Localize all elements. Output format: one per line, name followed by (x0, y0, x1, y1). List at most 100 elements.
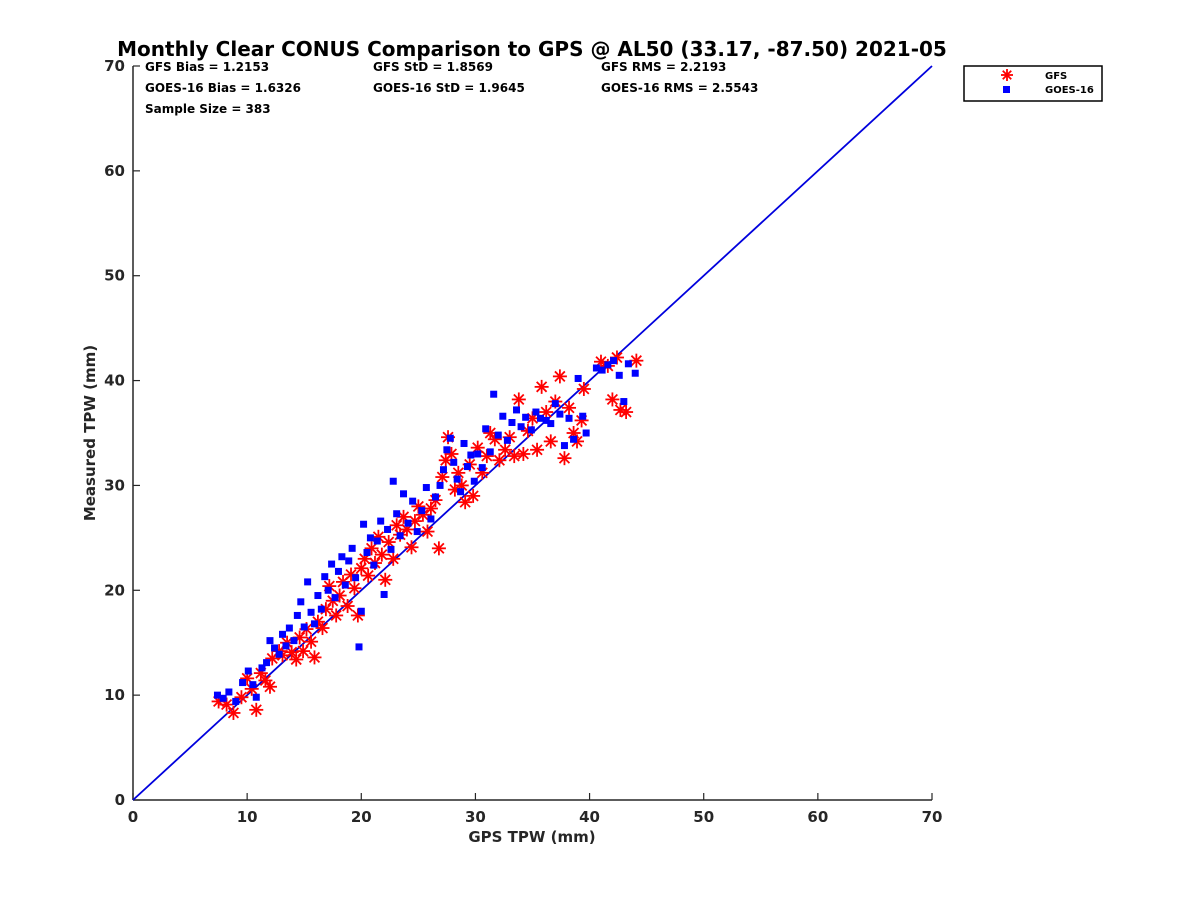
goes16-point (348, 544, 356, 552)
goes16-point (457, 488, 465, 496)
goes16-point (389, 477, 397, 485)
goes16-point (285, 624, 293, 632)
gfs-point (378, 572, 393, 587)
goes16-point (592, 364, 600, 372)
asterisk-stroke (545, 435, 557, 447)
goes16-point (334, 567, 342, 575)
asterisk-stroke (563, 402, 575, 414)
goes16-point (517, 423, 525, 431)
plot-area: 0 10 20 30 40 50 60 70 0 10 20 30 40 50 60 70 (104, 57, 942, 826)
goes16-point (620, 398, 628, 406)
y-tick-label: 0 (115, 791, 125, 809)
goes16-point (443, 446, 451, 454)
goes16-point (413, 528, 421, 536)
asterisk-stroke (554, 370, 566, 382)
legend-gfs-label: GFS (1045, 71, 1067, 82)
goes16-point (490, 390, 498, 398)
axis-ticks: 0 10 20 30 40 50 60 70 0 10 20 30 40 50 60 70 (104, 57, 942, 826)
goes16-point (582, 429, 590, 437)
asterisk-stroke (391, 519, 403, 531)
goes16-point (532, 408, 540, 416)
goes16-point (393, 510, 401, 518)
goes16-point (252, 693, 260, 701)
y-tick-label: 10 (104, 686, 125, 704)
x-tick-label: 0 (128, 808, 138, 826)
goes16-point (565, 414, 573, 422)
goes16-point (328, 560, 336, 568)
goes16-point (387, 545, 395, 553)
goes16-point (494, 431, 502, 439)
gfs-point (315, 621, 330, 636)
goes16-point (266, 637, 274, 645)
goes16-point (610, 357, 618, 365)
asterisk-stroke (425, 502, 437, 515)
gfs-point (404, 540, 419, 555)
gfs-point (534, 379, 549, 394)
goes16-point (427, 515, 435, 523)
x-tick-label: 40 (579, 808, 600, 826)
goes16-point (470, 477, 478, 485)
asterisk-stroke (467, 490, 479, 502)
goes16-point (499, 412, 507, 420)
goes16-point (317, 605, 325, 613)
goes16-point (486, 448, 494, 456)
goes16-point (352, 574, 360, 582)
goes16-point (436, 481, 444, 489)
goes16-std-text: GOES-16 StD = 1.9645 (373, 81, 525, 95)
asterisk-stroke (1002, 70, 1012, 80)
x-tick-label: 50 (693, 808, 714, 826)
gfs-point (605, 392, 620, 407)
chart-title: Monthly Clear CONUS Comparison to GPS @ … (117, 37, 947, 61)
gfs-point (329, 608, 344, 623)
sample-size-text: Sample Size = 383 (145, 102, 271, 116)
asterisk-stroke (264, 681, 276, 693)
y-tick-label: 40 (104, 372, 125, 390)
goes16-point (304, 578, 312, 586)
gfs-point (562, 400, 577, 415)
y-tick-label: 70 (104, 57, 125, 75)
goes16-point (579, 412, 587, 420)
legend-gfs-marker (1001, 69, 1013, 81)
asterisk-stroke (342, 600, 354, 612)
goes16-point (570, 435, 578, 443)
gfs-std-text: GFS StD = 1.8569 (373, 60, 493, 74)
goes16-point (467, 451, 475, 459)
legend: GFS GOES-16 (963, 65, 1103, 102)
gfs-point (574, 413, 589, 428)
legend-goes16-label: GOES-16 (1045, 85, 1094, 96)
goes16-point (453, 475, 461, 483)
x-tick-label: 30 (465, 808, 486, 826)
legend-goes16-marker (1003, 86, 1010, 93)
goes16-point (482, 425, 490, 433)
asterisk-stroke (620, 406, 632, 418)
goes16-point (418, 507, 426, 515)
goes16-point (409, 497, 417, 505)
goes16-point (213, 691, 221, 699)
y-axis-label: Measured TPW (mm) (81, 345, 99, 521)
goes16-point (624, 360, 632, 368)
x-axis-label: GPS TPW (mm) (468, 828, 595, 846)
asterisk-stroke (405, 541, 418, 553)
goes16-point (239, 679, 247, 687)
gfs-point (619, 405, 634, 420)
gfs-point (258, 673, 273, 688)
gfs-point (576, 381, 591, 396)
asterisk-stroke (227, 707, 240, 719)
asterisk-stroke (558, 452, 571, 464)
goes16-point (556, 410, 564, 418)
goes16-point (345, 557, 353, 565)
goes16-point (446, 434, 454, 442)
asterisk-stroke (221, 698, 233, 711)
goes16-point (300, 623, 308, 631)
goes16-point (360, 520, 368, 528)
goes16-series (213, 357, 639, 705)
goes16-point (604, 361, 612, 369)
asterisk-stroke (513, 393, 525, 406)
goes16-point (474, 450, 482, 458)
asterisk-stroke (436, 471, 448, 483)
asterisk-stroke (531, 444, 543, 456)
gfs-point (431, 541, 446, 556)
goes16-point (396, 532, 404, 540)
goes16-point (271, 644, 279, 652)
